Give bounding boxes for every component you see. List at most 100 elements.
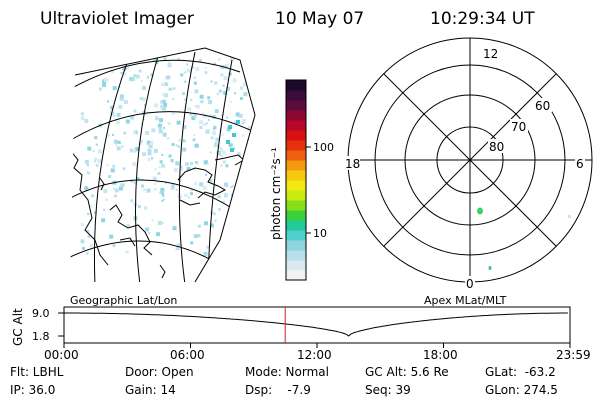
uv-speckle <box>182 125 187 130</box>
uv-speckle <box>133 109 137 113</box>
uv-speckle <box>214 81 218 85</box>
uv-speckle <box>115 120 120 125</box>
uv-speckle <box>223 237 226 240</box>
uv-speckle <box>141 184 144 188</box>
uv-speckle <box>236 191 240 195</box>
uv-speckle <box>117 140 121 144</box>
uv-speckle <box>194 143 199 148</box>
uv-speckle <box>220 148 224 152</box>
uv-speckle <box>129 76 133 81</box>
status-dsp: Dsp: -7.9 <box>245 383 311 397</box>
uv-speckle <box>161 163 165 168</box>
uv-speckle <box>197 224 201 228</box>
uv-speckle <box>107 134 110 137</box>
gc-alt-strip-chart: 9.0 1.8 GC Alt 00:00 06:00 12:00 18:00 2… <box>11 306 591 362</box>
colorbar-gradient <box>286 80 306 281</box>
uv-speckle <box>213 212 216 216</box>
uv-speckle <box>210 80 213 83</box>
uv-speckle <box>226 127 231 132</box>
status-gain: Gain: 14 <box>125 383 176 397</box>
uv-speckle <box>218 58 221 61</box>
uv-speckle <box>241 119 246 123</box>
uv-speckle <box>192 138 196 142</box>
uv-speckle <box>209 151 212 154</box>
colorbar-cell <box>286 230 306 241</box>
uv-speckle <box>90 55 93 59</box>
uv-speckle <box>159 118 164 123</box>
uv-speckle <box>84 186 89 191</box>
colorbar-cell <box>286 100 306 111</box>
label-bg-18 <box>344 156 360 170</box>
uv-speckle <box>238 154 241 157</box>
colorbar-cell <box>286 130 306 141</box>
time-title: 10:29:34 UT <box>430 9 535 29</box>
colorbar-cell <box>286 210 306 221</box>
uv-speckle <box>193 81 197 85</box>
uv-speckle <box>87 212 90 215</box>
colorbar-cell <box>286 250 306 261</box>
uv-speckle <box>234 92 236 95</box>
uv-speckle <box>171 111 175 115</box>
uv-speckle <box>80 223 84 227</box>
uv-speckle <box>123 100 128 104</box>
uv-speckle <box>167 122 171 125</box>
uv-speckle <box>122 66 127 71</box>
uv-speckle <box>151 128 156 133</box>
uv-speckle <box>163 102 168 107</box>
uv-speckle <box>143 188 146 191</box>
uv-speckle <box>180 165 183 168</box>
uv-speckle <box>222 84 225 87</box>
xtick-label-1800: 18:00 <box>423 348 458 362</box>
uv-speckle <box>93 160 96 163</box>
uv-speckle <box>147 151 152 156</box>
colorbar: 100 10 photon cm⁻²s⁻¹ <box>269 79 334 281</box>
uv-speckle <box>243 201 248 206</box>
uv-speckle <box>218 146 222 150</box>
uv-speckle <box>190 189 193 192</box>
mlt-label-12: 12 <box>483 47 498 61</box>
uv-speckle <box>86 171 90 175</box>
uv-speckle <box>120 71 123 74</box>
uv-speckle <box>224 64 229 69</box>
uv-speckle <box>152 176 157 181</box>
uv-speckle <box>133 131 137 135</box>
uv-speckle <box>90 205 93 208</box>
uv-speckle <box>114 188 119 193</box>
uv-speckle <box>193 76 196 79</box>
uv-speckle <box>217 195 221 199</box>
uv-speckle <box>118 104 123 109</box>
uv-speckle <box>161 153 164 156</box>
uv-speckle <box>210 136 214 140</box>
uv-speckle <box>161 83 164 86</box>
uv-speckle <box>184 193 188 197</box>
uv-speckle <box>170 185 175 190</box>
uv-speckle <box>228 72 232 76</box>
uv-speckle <box>168 61 171 64</box>
uv-speckle <box>86 252 89 255</box>
uv-speckle <box>130 199 134 203</box>
xtick-label-0600: 06:00 <box>170 348 205 362</box>
uv-speckle <box>249 168 252 171</box>
uv-speckle <box>199 120 204 125</box>
colorbar-cell <box>286 120 306 131</box>
uv-speckle <box>237 151 241 155</box>
uv-speckle <box>113 187 115 190</box>
uv-speckle <box>136 177 140 181</box>
uv-speckle <box>140 79 143 82</box>
uv-speckle <box>154 182 157 185</box>
uv-speckle <box>144 104 146 107</box>
uv-speckle <box>130 115 135 120</box>
uv-speckle <box>175 189 178 191</box>
uv-speckle <box>167 63 172 68</box>
uv-speckle <box>215 137 220 142</box>
uv-speckle <box>207 96 211 100</box>
uv-speckle <box>221 133 224 136</box>
uv-speckle <box>224 193 228 198</box>
uv-speckle <box>205 122 208 125</box>
status-ip: IP: 36.0 <box>10 383 55 397</box>
uv-speckle <box>205 173 207 176</box>
uv-speckle <box>228 243 230 246</box>
uv-speckle <box>213 143 218 148</box>
uv-speckle <box>246 171 249 175</box>
uv-speckle <box>208 100 213 105</box>
